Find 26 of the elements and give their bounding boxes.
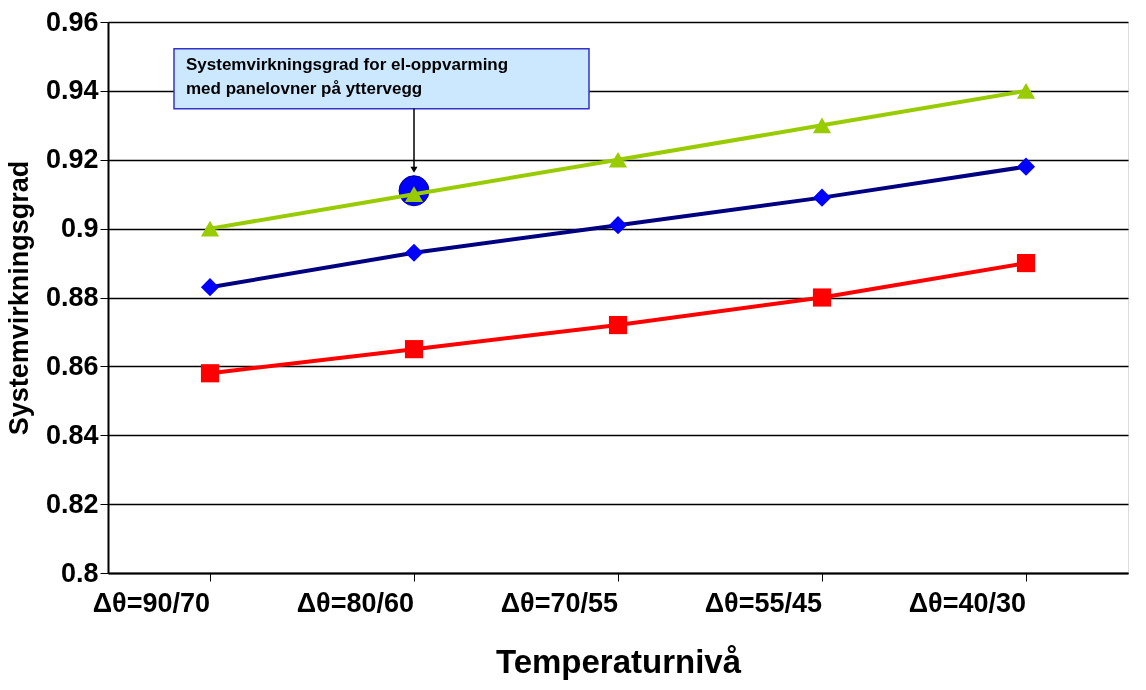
x-tick-label: Δθ=90/70 <box>92 587 210 618</box>
y-tick-label: 0.94 <box>45 75 99 106</box>
y-tick-label: 0.96 <box>45 6 99 37</box>
y-tick-label: 0.92 <box>45 144 99 175</box>
x-tick-label: Δθ=40/30 <box>908 587 1026 618</box>
y-axis-title: Systemvirkningsgrad <box>3 160 34 436</box>
y-tick-label: 0.86 <box>45 350 99 381</box>
point <box>404 340 424 359</box>
x-tick-label: Δθ=80/60 <box>296 587 414 618</box>
point <box>608 315 628 335</box>
annotation: Systemvirkningsgrad for el-oppvarming med panelovner på yttervegg <box>186 54 509 98</box>
y-tick-label: 0.8 <box>60 557 99 588</box>
x-tick-label: Δθ=70/55 <box>500 587 618 618</box>
point <box>608 151 628 168</box>
x-axis-title: Temperaturnivå <box>495 642 742 680</box>
y-tick-label: 0.9 <box>60 213 99 244</box>
point <box>812 288 832 307</box>
y-tick-label: 0.84 <box>45 419 99 450</box>
point <box>1016 253 1036 273</box>
point <box>200 220 220 237</box>
point <box>200 364 220 383</box>
point <box>812 117 832 134</box>
point <box>1016 83 1036 99</box>
y-tick-label: 0.88 <box>45 282 99 312</box>
x-tick-label: Δθ=55/45 <box>704 587 822 618</box>
y-tick-label: 0.82 <box>45 488 99 519</box>
